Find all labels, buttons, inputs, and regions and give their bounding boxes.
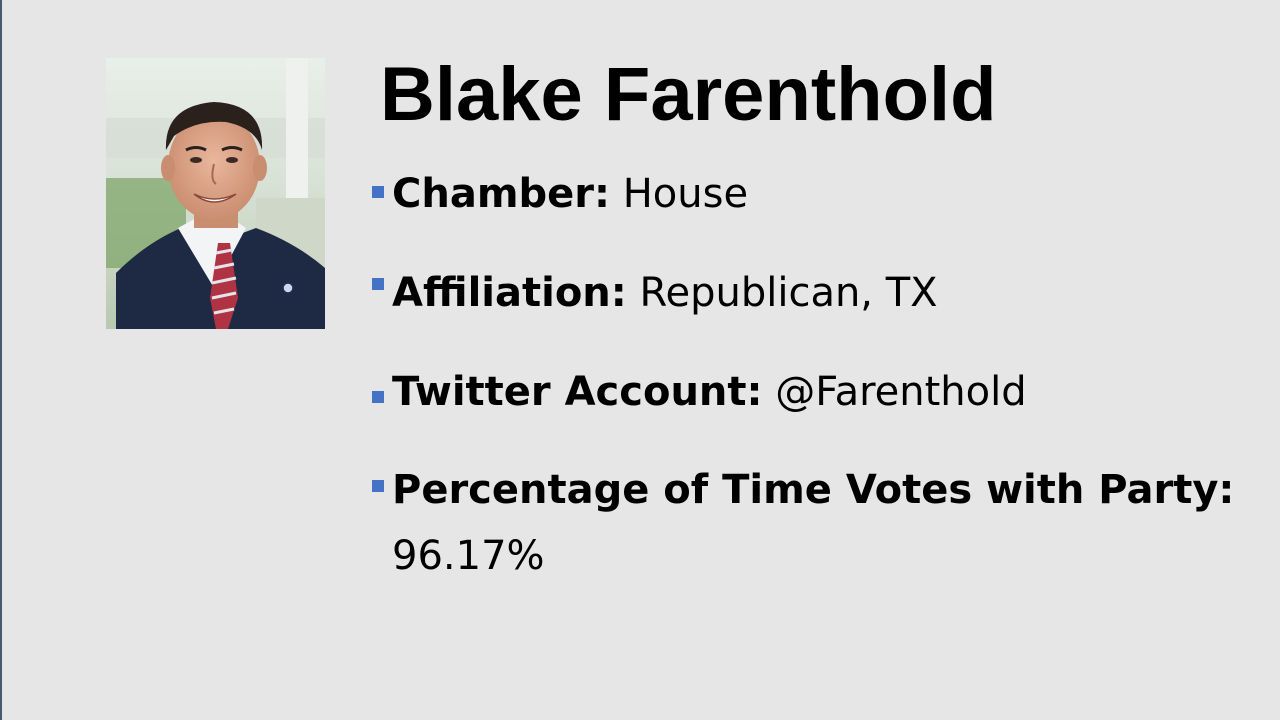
- bullet-label: Chamber:: [392, 171, 610, 217]
- bullet-marker: [372, 278, 384, 290]
- bullet-value: Republican, TX: [639, 270, 938, 316]
- bullet-marker: [372, 186, 384, 198]
- bullet-marker: [372, 391, 384, 403]
- bullet-label: Twitter Account:: [392, 369, 763, 415]
- portrait-image: [106, 58, 325, 329]
- slide-title: Blake Farenthold: [380, 52, 997, 137]
- bullet-value: @Farenthold: [775, 369, 1027, 415]
- bullet-label: Affiliation:: [392, 270, 627, 316]
- bullet-marker: [372, 480, 384, 492]
- bullet-label: Percentage of Time Votes with Party:: [392, 467, 1235, 513]
- bullet-value: House: [622, 171, 749, 217]
- portrait-photo: [106, 58, 325, 329]
- bullet-value: 96.17%: [392, 533, 545, 579]
